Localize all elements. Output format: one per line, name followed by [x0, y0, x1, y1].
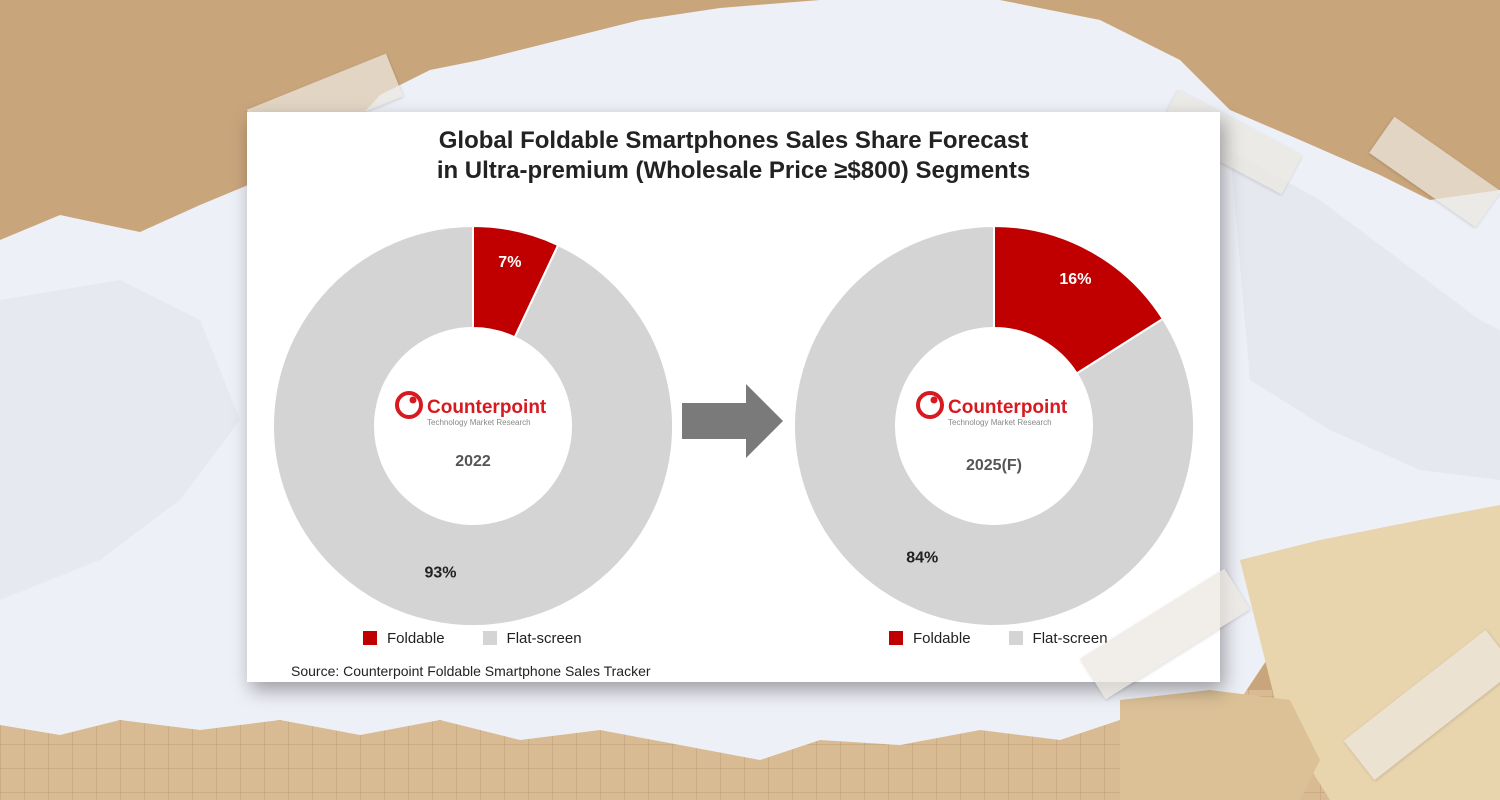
legend-item-flat-screen: Flat-screen — [1008, 629, 1108, 647]
center-year-label: 2025(F) — [966, 457, 1022, 474]
legend-swatch-flat-screen — [1008, 631, 1023, 645]
chart-title-line-2: in Ultra-premium (Wholesale Price ≥$800)… — [436, 157, 1031, 184]
center-year-label: 2022 — [455, 453, 491, 470]
legend-label-foldable: Foldable — [913, 629, 971, 647]
legend-item-foldable: Foldable — [363, 630, 445, 647]
chart-title-line-1: Global Foldable Smartphones Sales Share … — [438, 127, 1029, 154]
logo-name: Counterpoint — [948, 397, 1068, 418]
logo-name: Counterpoint — [427, 397, 547, 418]
legend-item-foldable: Foldable — [889, 630, 971, 647]
legend-swatch-foldable — [363, 631, 377, 645]
legend-swatch-flat-screen — [482, 631, 497, 645]
legend-swatch-foldable — [889, 631, 903, 645]
slice-foldable — [993, 224, 1165, 375]
legend-label-flat-screen: Flat-screen — [506, 629, 582, 647]
data-label-foldable: 7% — [498, 254, 521, 271]
legend-label-foldable: Foldable — [387, 629, 445, 647]
legend-2022: Foldable Flat-screen — [363, 628, 620, 648]
source-note: Source: Counterpoint Foldable Smartphone… — [291, 663, 651, 679]
legend-item-flat-screen: Flat-screen — [482, 629, 582, 647]
data-label-foldable: 16% — [1059, 271, 1091, 288]
data-label-flat-screen: 93% — [424, 564, 456, 581]
data-label-flat-screen: 84% — [906, 550, 938, 567]
logo-tagline: Technology Market Research — [427, 418, 531, 427]
counterpoint-logo-icon — [916, 391, 944, 419]
logo-tagline: Technology Market Research — [948, 418, 1052, 427]
legend-label-flat-screen: Flat-screen — [1032, 629, 1108, 647]
slice-flat-screen — [272, 224, 674, 627]
chart-card: Global Foldable Smartphones Sales Share … — [247, 112, 1220, 682]
counterpoint-logo-icon — [395, 391, 423, 419]
slice-flat-screen — [793, 224, 1195, 627]
legend-2025: Foldable Flat-screen — [889, 628, 1146, 648]
right-arrow-icon — [682, 384, 783, 458]
